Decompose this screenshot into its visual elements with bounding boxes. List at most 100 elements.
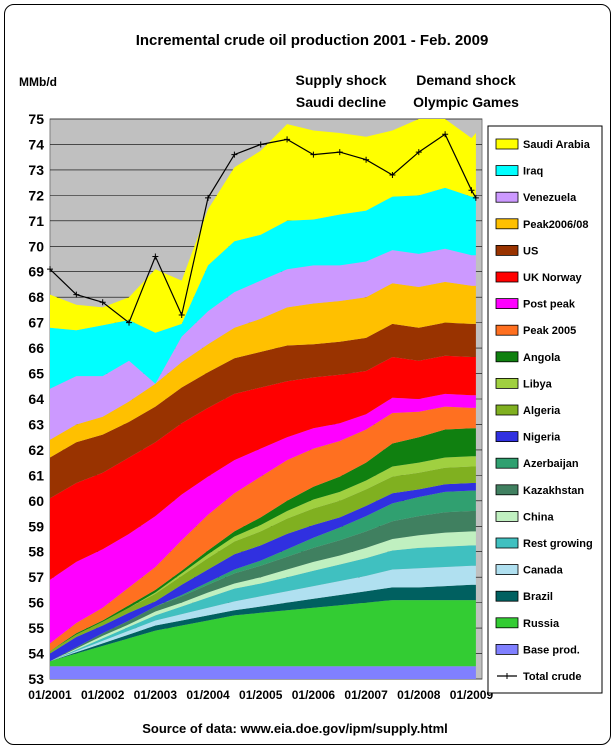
y-tick-label: 60 — [28, 493, 44, 509]
area-rest-growing — [50, 545, 476, 662]
y-axis-label: MMb/d — [19, 75, 57, 89]
legend-swatch-rest-growing — [495, 537, 519, 549]
total-crude-point — [99, 299, 106, 306]
x-tick-label: 01/2005 — [239, 688, 283, 702]
total-crude-point — [336, 149, 343, 156]
total-crude-point — [47, 266, 53, 273]
legend-swatch-venezuela — [495, 191, 519, 203]
area-algeria — [50, 466, 476, 654]
legend-label-algeria: Algeria — [523, 405, 561, 417]
y-tick-label: 69 — [28, 264, 44, 280]
legend-swatch-peak-2005 — [495, 324, 519, 336]
legend-label-peak-2005: Peak 2005 — [523, 325, 576, 337]
y-tick-label: 73 — [28, 162, 44, 178]
total-crude-point — [284, 136, 291, 143]
area-russia — [50, 600, 476, 667]
stacked-areas — [50, 119, 476, 679]
y-tick-label: 59 — [28, 518, 44, 534]
y-tick-label: 63 — [28, 416, 44, 432]
legend-label-china: China — [523, 511, 554, 523]
legend-label-venezuela: Venezuela — [523, 192, 577, 204]
y-tick-label: 58 — [28, 544, 44, 560]
area-peak-2005 — [50, 406, 476, 651]
legend-swatch-nigeria — [495, 431, 519, 443]
total-crude-point — [73, 291, 80, 298]
total-crude-line — [49, 133, 477, 324]
total-crude-point — [310, 151, 317, 158]
legend-swatch-saudi-arabia — [495, 138, 519, 150]
legend-label-libya: Libya — [523, 378, 553, 390]
legend-swatch-post-peak — [495, 298, 519, 310]
y-tick-label: 64 — [28, 391, 44, 407]
annotation-supply-shock: Supply shock — [295, 72, 386, 88]
y-tick-label: 53 — [28, 671, 44, 687]
total-crude-point — [152, 253, 159, 260]
legend-swatch-uk-norway — [495, 271, 519, 283]
total-crude-point — [178, 312, 185, 318]
total-crude-point — [415, 149, 422, 156]
total-crude-series — [47, 131, 479, 326]
legend-label-nigeria: Nigeria — [523, 432, 561, 444]
legend-swatch-base-prod — [495, 644, 519, 655]
y-tick-label: 61 — [28, 467, 44, 483]
legend-label-post-peak: Post peak — [523, 299, 576, 311]
legend-swatch-us — [495, 244, 519, 256]
legend-swatch-algeria — [495, 404, 519, 416]
legend-swatch-kazakhstan — [495, 484, 519, 496]
y-tick-label: 66 — [28, 340, 44, 356]
legend-swatch-angola — [495, 351, 519, 363]
legend-label-rest-growing: Rest growing — [523, 538, 593, 550]
area-iraq — [50, 187, 476, 389]
area-angola — [50, 428, 476, 651]
legend-label-saudi-arabia: Saudi Arabia — [523, 139, 591, 151]
x-tick-label: 01/2002 — [81, 688, 125, 702]
legend-label-iraq: Iraq — [523, 166, 543, 178]
area-peak2006-08 — [50, 281, 476, 458]
y-tick-label: 71 — [28, 213, 44, 229]
legend-swatch-canada — [495, 564, 519, 575]
y-tick-label: 70 — [28, 238, 44, 254]
area-saudi-arabia — [50, 119, 476, 333]
total-crude-point — [126, 319, 133, 326]
legend-label-russia: Russia — [523, 618, 560, 630]
chart: Incremental crude oil production 2001 - … — [19, 32, 603, 736]
y-tick-label: 72 — [28, 187, 44, 203]
x-tick-label: 01/2001 — [28, 688, 72, 702]
area-brazil — [50, 584, 476, 662]
total-crude-point — [468, 187, 475, 194]
source-note: Source of data: www.eia.doe.gov/ipm/supp… — [142, 721, 448, 736]
total-crude-point — [363, 156, 370, 163]
x-tick-label: 01/2007 — [344, 688, 388, 702]
y-tick-label: 68 — [28, 289, 44, 305]
y-tick-label: 55 — [28, 620, 44, 636]
legend-swatch-russia — [495, 617, 519, 629]
legend-label-canada: Canada — [523, 565, 564, 577]
annotation-demand-shock: Demand shock — [416, 72, 516, 88]
legend-swatch-peak2006-08 — [495, 218, 519, 230]
total-crude-point — [389, 172, 396, 178]
area-us — [50, 322, 476, 499]
legend-label-base-prod: Base prod. — [523, 644, 580, 656]
total-crude-point — [231, 151, 238, 158]
x-axis-ticks: 01/2001 01/2002 01/2003 01/2004 01/2005 01/20… — [28, 688, 493, 702]
area-venezuela — [50, 248, 476, 440]
area-uk-norway — [50, 355, 476, 580]
legend-label-total-crude: Total crude — [523, 671, 581, 683]
legend-swatch-azerbaijan — [495, 457, 519, 469]
total-crude-point — [472, 194, 479, 201]
legend-label-uk-norway: UK Norway — [523, 272, 583, 284]
y-tick-label: 57 — [28, 569, 44, 585]
y-tick-label: 56 — [28, 595, 44, 611]
y-tick-label: 67 — [28, 315, 44, 331]
x-tick-label: 01/2008 — [397, 688, 441, 702]
legend-swatch-brazil — [495, 590, 519, 602]
total-crude-point — [257, 141, 264, 148]
area-azerbaijan — [50, 490, 476, 662]
x-tick-label: 01/2003 — [134, 688, 178, 702]
y-tick-label: 54 — [28, 646, 44, 662]
legend-label-brazil: Brazil — [523, 591, 553, 603]
y-tick-label: 75 — [28, 111, 44, 127]
legend-label-angola: Angola — [523, 352, 561, 364]
y-tick-label: 74 — [28, 136, 44, 152]
area-canada — [50, 565, 476, 662]
